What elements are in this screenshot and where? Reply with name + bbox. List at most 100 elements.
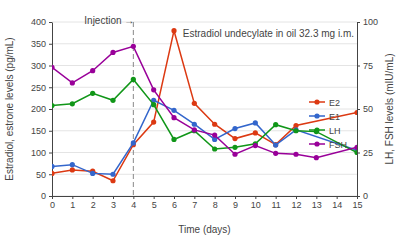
data-point — [131, 77, 136, 82]
legend-label: LH — [329, 126, 341, 136]
tick: 50 — [357, 104, 373, 114]
data-point — [212, 146, 217, 151]
tick-label: 0 — [41, 191, 46, 201]
tick-mark — [49, 109, 52, 110]
data-point — [293, 152, 298, 157]
tick-label: 3 — [111, 200, 116, 210]
data-point — [110, 178, 115, 183]
x-axis: 0123456789101112131415 — [50, 196, 363, 210]
tick: 3 — [111, 196, 116, 210]
series-line — [52, 46, 357, 157]
legend-label: E1 — [329, 112, 340, 122]
tick-mark — [215, 196, 216, 199]
data-point — [171, 108, 176, 113]
tick-mark — [357, 66, 360, 67]
data-point — [70, 101, 75, 106]
tick: 12 — [291, 196, 301, 210]
data-point — [253, 143, 258, 148]
data-point — [90, 68, 95, 73]
data-point — [273, 122, 278, 127]
data-point — [151, 119, 156, 124]
tick: 150 — [31, 126, 52, 136]
data-point — [192, 127, 197, 132]
data-point — [90, 91, 95, 96]
tick-mark — [174, 196, 175, 199]
tick-mark — [72, 196, 73, 199]
tick-mark — [49, 153, 52, 154]
plot-area — [52, 22, 357, 196]
data-point — [253, 130, 258, 135]
axis-line — [52, 23, 53, 197]
tick-mark — [357, 22, 360, 23]
tick-mark — [357, 153, 360, 154]
tick: 2 — [91, 196, 96, 210]
tick: 6 — [172, 196, 177, 210]
tick-label: 15 — [352, 200, 362, 210]
data-point — [273, 151, 278, 156]
data-point — [110, 50, 115, 55]
data-point — [171, 115, 176, 120]
tick-mark — [113, 196, 114, 199]
data-point — [171, 137, 176, 142]
tick-mark — [93, 196, 94, 199]
tick-mark — [154, 196, 155, 199]
tick-label: 12 — [291, 200, 301, 210]
data-point — [90, 171, 95, 176]
tick: 5 — [152, 196, 157, 210]
tick-label: 2 — [91, 200, 96, 210]
tick-mark — [255, 196, 256, 199]
tick-mark — [316, 196, 317, 199]
tick: 9 — [233, 196, 238, 210]
y-axis: 050100150200250300350400 — [31, 17, 53, 201]
tick-mark — [357, 196, 360, 197]
data-point — [232, 126, 237, 131]
tick-label: 50 — [36, 170, 46, 180]
tick: 8 — [213, 196, 218, 210]
data-point — [52, 103, 55, 108]
tick-mark — [357, 109, 360, 110]
data-point — [232, 145, 237, 150]
annotation: Estradiol undecylate in oil 32.3 mg i.m. — [183, 28, 354, 39]
legend: E2 E1 LH FSH — [309, 98, 347, 150]
data-point — [52, 164, 55, 169]
tick-label: 25 — [363, 148, 373, 158]
tick-mark — [49, 174, 52, 175]
tick-label: 10 — [251, 200, 261, 210]
legend-marker — [314, 127, 319, 132]
data-point — [171, 28, 176, 33]
tick: 350 — [31, 39, 52, 49]
grid — [52, 22, 357, 196]
tick-label: 13 — [312, 200, 322, 210]
legend-label: FSH — [329, 140, 347, 150]
tick: 25 — [357, 148, 373, 158]
tick-mark — [49, 44, 52, 45]
data-point — [212, 133, 217, 138]
tick-mark — [235, 196, 236, 199]
legend-marker — [314, 113, 319, 118]
tick-label: 250 — [31, 83, 46, 93]
tick-label: 1 — [70, 200, 75, 210]
tick-label: 300 — [31, 61, 46, 71]
data-point — [192, 122, 197, 127]
tick-label: 0 — [50, 200, 55, 210]
data-point — [212, 122, 217, 127]
legend-label: E2 — [329, 98, 340, 108]
grid-line — [52, 87, 357, 88]
tick-label: 50 — [363, 104, 373, 114]
data-point — [273, 143, 278, 148]
data-point — [70, 167, 75, 172]
grid-line — [52, 196, 357, 197]
tick-mark — [49, 66, 52, 67]
data-point — [70, 80, 75, 85]
tick: 0 — [41, 191, 52, 201]
tick: 14 — [332, 196, 342, 210]
data-point — [151, 102, 156, 107]
tick: 10 — [251, 196, 261, 210]
tick: 100 — [357, 17, 378, 27]
data-point — [232, 136, 237, 141]
series-line — [52, 79, 357, 152]
data-point — [110, 172, 115, 177]
series-line — [52, 31, 357, 181]
data-point — [354, 110, 357, 115]
axis-line — [53, 196, 358, 197]
